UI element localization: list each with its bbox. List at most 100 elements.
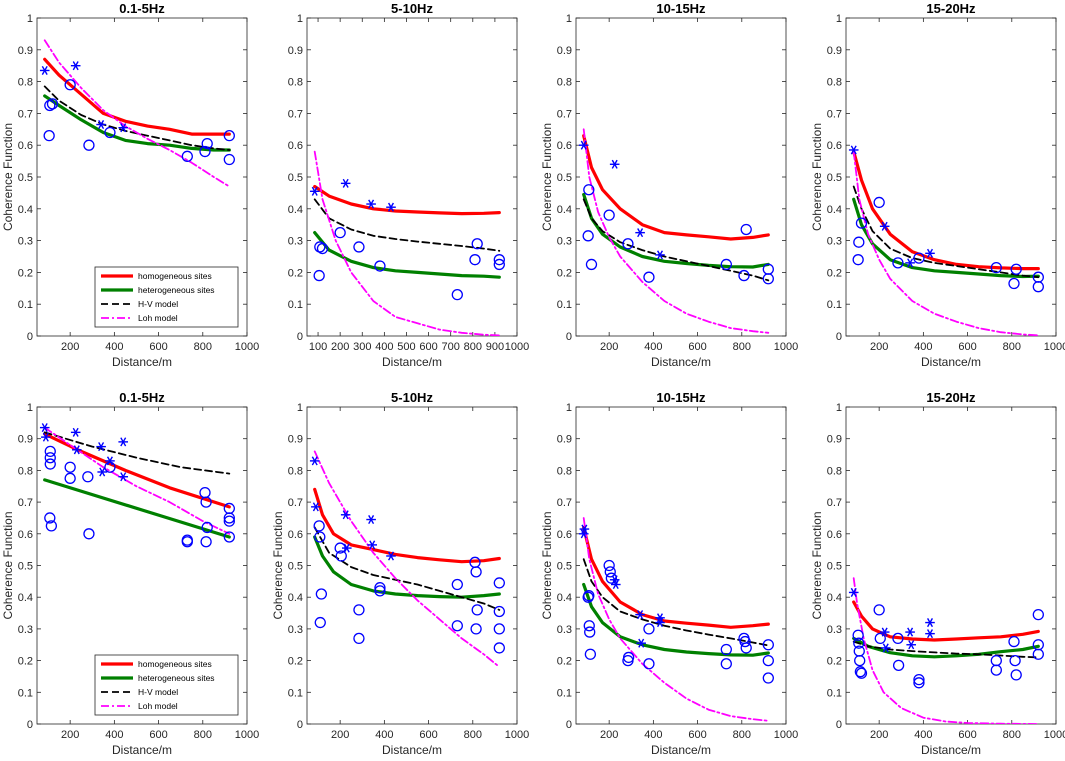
heterogeneous-obs-point: [583, 589, 595, 602]
heterogeneous-obs-point: [582, 230, 594, 242]
asterisk-stroke: [637, 228, 644, 238]
heterogeneous-obs-point: [720, 643, 732, 656]
asterisk-stroke: [41, 423, 48, 433]
asterisk-stroke: [850, 587, 857, 597]
y-tick-label: 1: [297, 13, 303, 25]
y-tick-label: 0.4: [557, 592, 572, 604]
heterogeneous-obs-point: [223, 153, 235, 166]
homogeneous-obs-point: [366, 515, 376, 525]
y-tick-label: 0.4: [288, 204, 303, 216]
plot-content: [309, 450, 505, 668]
series-loh-line: [852, 150, 1040, 336]
asterisk-stroke: [387, 551, 395, 561]
heterogeneous-obs-point: [314, 616, 326, 629]
x-tick-label: 600: [688, 729, 706, 741]
heterogeneous-obs-point: [374, 585, 386, 597]
y-tick-label: 0: [566, 331, 572, 343]
heterogeneous-obs-point: [762, 672, 774, 684]
heterogeneous-obs-point: [469, 254, 481, 266]
legend: homogeneous sites heterogeneous sites H-V …: [94, 266, 239, 328]
y-tick-label: 0.4: [557, 204, 572, 216]
panel-title: 0.1-5Hz: [119, 1, 165, 16]
series-loh-line: [313, 450, 501, 668]
y-tick-label: 1: [566, 13, 572, 25]
y-tick-label: 0: [566, 719, 572, 731]
heterogeneous-obs-point: [583, 620, 595, 632]
homogeneous-obs-point: [579, 524, 590, 534]
y-tick-label: 1: [836, 402, 842, 414]
asterisk-stroke: [611, 159, 618, 169]
heterogeneous-obs-point: [1032, 281, 1044, 293]
y-tick-label: 0.7: [18, 497, 33, 509]
heterogeneous-obs-point: [643, 623, 655, 635]
asterisk-stroke: [907, 627, 914, 637]
homogeneous-obs-point: [309, 456, 320, 466]
heterogeneous-obs-point: [45, 520, 58, 532]
heterogeneous-obs-point: [83, 528, 95, 540]
y-tick-label: 0.2: [557, 267, 572, 279]
x-tick-label: 200: [870, 341, 888, 353]
heterogeneous-obs-point: [200, 536, 212, 548]
heterogeneous-obs-point: [315, 588, 328, 600]
y-tick-label: 0.5: [18, 172, 33, 184]
heterogeneous-obs-point: [892, 257, 904, 269]
x-tick-label: 1000: [505, 729, 529, 741]
heterogeneous-obs-point: [892, 632, 904, 645]
y-axis-label: Coherence Function: [540, 511, 554, 619]
x-tick-label: 100: [309, 341, 327, 353]
heterogeneous-obs-point: [43, 130, 55, 142]
legend-label-homogeneous: homogeneous sites: [138, 271, 212, 281]
y-tick-label: 1: [566, 402, 572, 414]
panel-title: 5-10Hz: [391, 1, 433, 16]
y-tick-label: 0.4: [827, 204, 842, 216]
asterisk-stroke: [98, 442, 105, 452]
panel-title: 10-15Hz: [656, 390, 706, 405]
y-tick-label: 0.9: [288, 45, 303, 57]
x-tick-label: 1000: [1044, 729, 1065, 741]
heterogeneous-obs-point: [223, 512, 235, 524]
x-tick-label: 200: [870, 729, 888, 741]
asterisk-stroke: [926, 248, 934, 258]
y-tick-label: 0.1: [18, 299, 33, 311]
x-tick-label: 300: [353, 341, 371, 353]
y-axis-label: Coherence Function: [810, 123, 824, 231]
asterisk-stroke: [612, 579, 619, 590]
series-loh-line: [43, 426, 231, 535]
y-tick-label: 0.7: [557, 108, 572, 120]
heterogeneous-obs-point: [181, 534, 193, 546]
panel-title: 15-20Hz: [926, 390, 976, 405]
x-tick-label: 600: [419, 729, 437, 741]
y-tick-label: 0.1: [288, 299, 303, 311]
asterisk-stroke: [120, 123, 127, 133]
plot-area: [306, 406, 518, 725]
heterogeneous-obs-point: [64, 79, 76, 91]
y-tick-label: 0.3: [18, 624, 33, 636]
heterogeneous-obs-point: [873, 604, 885, 616]
heterogeneous-obs-point: [1008, 635, 1020, 648]
homogeneous-obs-point: [71, 445, 82, 455]
y-tick-label: 0.1: [557, 687, 572, 699]
heterogeneous-obs-point: [873, 196, 885, 209]
homogeneous-obs-point: [311, 502, 321, 512]
series-homogeneous-line: [852, 150, 1040, 271]
x-tick-label: 400: [375, 729, 393, 741]
heterogeneous-obs-point: [493, 642, 505, 654]
plot-content: [309, 150, 505, 336]
x-tick-label: 400: [105, 729, 123, 741]
heterogeneous-obs-point: [83, 139, 95, 151]
series-heterogeneous-line: [43, 94, 231, 152]
asterisk-stroke: [368, 515, 375, 525]
y-tick-label: 0.9: [288, 434, 303, 446]
homogeneous-obs-point: [118, 472, 129, 482]
heterogeneous-obs-point: [604, 566, 616, 578]
y-tick-label: 0.1: [827, 299, 842, 311]
heterogeneous-obs-point: [720, 258, 732, 271]
x-axis-label: Distance/m: [382, 743, 442, 757]
heterogeneous-obs-point: [374, 260, 386, 272]
series-homogeneous-line: [582, 525, 770, 629]
y-axis-label: Coherence Function: [810, 511, 824, 619]
y-tick-label: 1: [836, 13, 842, 25]
y-tick-label: 0.3: [288, 624, 303, 636]
homogeneous-obs-point: [905, 258, 915, 268]
